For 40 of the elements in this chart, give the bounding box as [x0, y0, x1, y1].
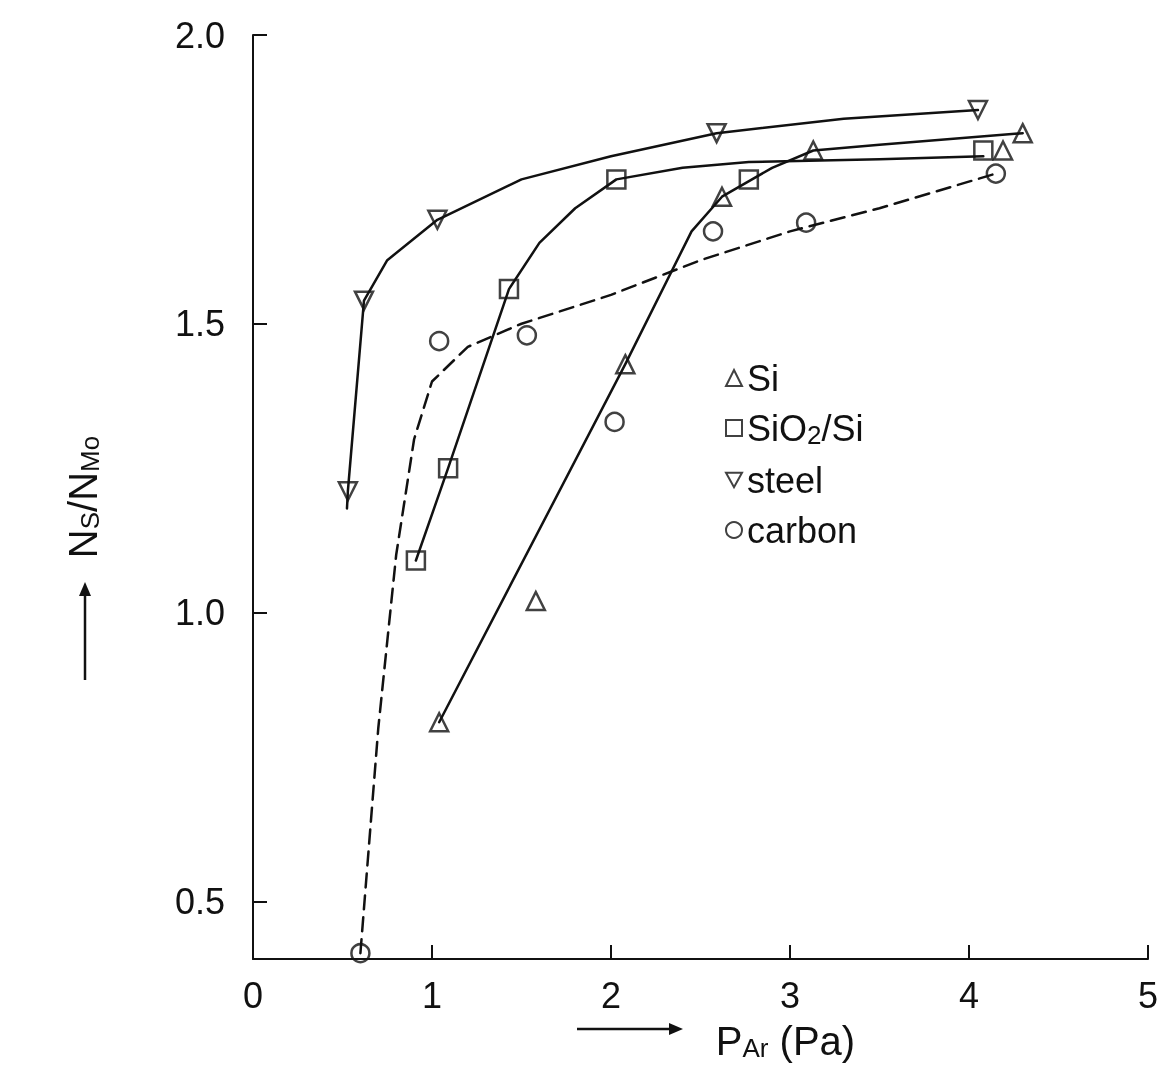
point	[353, 290, 375, 311]
x-tick-label: 5	[1137, 974, 1159, 1016]
point	[428, 711, 450, 733]
point	[738, 169, 760, 190]
point	[615, 353, 636, 375]
legend-label: carbon	[747, 509, 858, 551]
point	[985, 163, 1007, 184]
point	[498, 278, 520, 300]
point	[803, 140, 824, 161]
point	[711, 186, 733, 207]
x-tick-label: 3	[779, 974, 801, 1016]
x-tick-label: 2	[600, 974, 622, 1016]
point	[1012, 122, 1033, 144]
point	[604, 411, 625, 433]
x-tick-label: 0	[242, 974, 264, 1016]
point	[516, 325, 538, 346]
point	[702, 221, 724, 242]
legend-label: Si	[747, 357, 780, 399]
x-tick-label: 1	[421, 974, 443, 1016]
point	[706, 122, 727, 144]
point	[427, 209, 448, 231]
point	[973, 140, 994, 161]
legend-label: steel	[747, 459, 824, 501]
point	[350, 942, 371, 964]
point	[337, 480, 359, 502]
y-tick-label: 1.0	[174, 592, 225, 633]
x-axis-title: PAr (Pa)	[715, 1019, 856, 1063]
point	[795, 212, 817, 233]
point	[992, 140, 1014, 161]
point	[437, 457, 459, 479]
y-tick-label: 1.5	[174, 303, 225, 345]
point	[405, 550, 427, 571]
point	[525, 590, 547, 612]
y-tick-label: 0.5	[174, 880, 225, 922]
point	[428, 330, 450, 352]
y-axis-title: NS/NMo	[61, 435, 105, 559]
y-tick-label: 2.0	[174, 14, 225, 56]
x-tick-label: 4	[958, 974, 980, 1016]
point	[967, 99, 989, 121]
point	[606, 169, 627, 190]
